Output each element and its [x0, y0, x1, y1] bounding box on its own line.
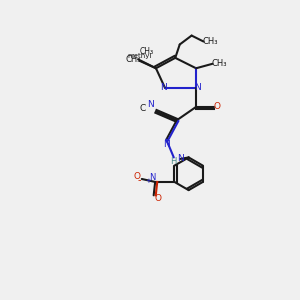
Text: N: N	[194, 83, 201, 92]
Text: CH₃: CH₃	[202, 37, 218, 46]
Text: CH₃: CH₃	[140, 47, 154, 56]
Text: CH₃: CH₃	[212, 59, 227, 68]
Text: N: N	[150, 173, 156, 182]
Text: N: N	[164, 140, 170, 149]
Text: CH₃: CH₃	[125, 55, 140, 64]
Text: O: O	[134, 172, 140, 181]
Text: N: N	[160, 83, 167, 92]
Text: -: -	[138, 176, 141, 185]
Text: N: N	[177, 154, 184, 164]
Text: +: +	[146, 178, 151, 184]
Text: N: N	[148, 100, 154, 109]
Text: C: C	[140, 104, 146, 113]
Text: methyl: methyl	[128, 53, 152, 59]
Text: O: O	[214, 102, 221, 111]
Text: O: O	[155, 194, 162, 203]
Text: H: H	[171, 158, 177, 166]
